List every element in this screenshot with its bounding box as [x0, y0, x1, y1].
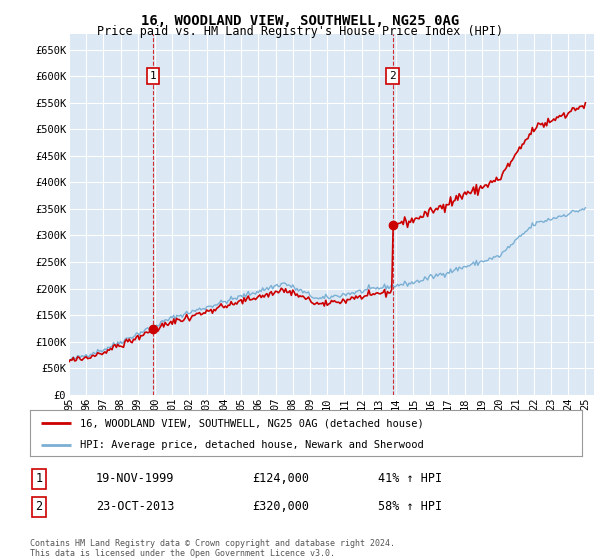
Text: 2: 2	[389, 71, 396, 81]
Text: 1: 1	[149, 71, 157, 81]
Text: £320,000: £320,000	[252, 500, 309, 514]
Text: Price paid vs. HM Land Registry's House Price Index (HPI): Price paid vs. HM Land Registry's House …	[97, 25, 503, 38]
Text: HPI: Average price, detached house, Newark and Sherwood: HPI: Average price, detached house, Newa…	[80, 440, 424, 450]
Text: 2: 2	[35, 500, 43, 514]
Text: 1: 1	[35, 472, 43, 486]
Text: 23-OCT-2013: 23-OCT-2013	[96, 500, 175, 514]
Text: 16, WOODLAND VIEW, SOUTHWELL, NG25 0AG: 16, WOODLAND VIEW, SOUTHWELL, NG25 0AG	[141, 14, 459, 28]
Text: 16, WOODLAND VIEW, SOUTHWELL, NG25 0AG (detached house): 16, WOODLAND VIEW, SOUTHWELL, NG25 0AG (…	[80, 418, 424, 428]
Text: Contains HM Land Registry data © Crown copyright and database right 2024.
This d: Contains HM Land Registry data © Crown c…	[30, 539, 395, 558]
Text: 19-NOV-1999: 19-NOV-1999	[96, 472, 175, 486]
Text: £124,000: £124,000	[252, 472, 309, 486]
Text: 41% ↑ HPI: 41% ↑ HPI	[378, 472, 442, 486]
Text: 58% ↑ HPI: 58% ↑ HPI	[378, 500, 442, 514]
